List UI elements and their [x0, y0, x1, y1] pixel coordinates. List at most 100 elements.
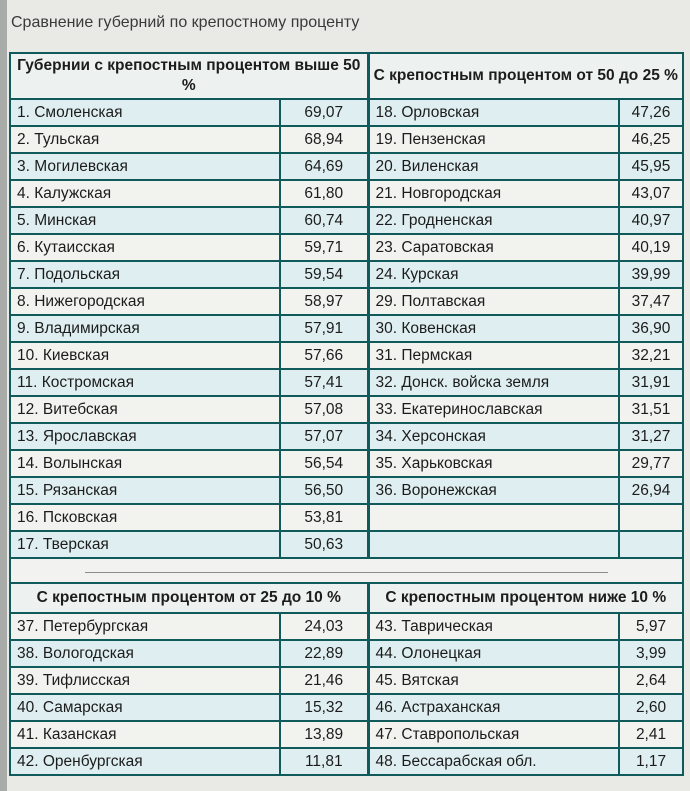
- table-row: 38. Вологодская 22,89 44. Олонецкая 3,99: [9, 639, 685, 668]
- province-name-cell: 17. Тверская: [9, 530, 281, 559]
- percent-value-cell: 53,81: [278, 503, 370, 532]
- percent-value-cell: [618, 503, 685, 532]
- province-name-cell: 8. Нижегородская: [9, 287, 281, 316]
- province-name-cell: 46. Астраханская: [366, 693, 621, 722]
- table-row: 39. Тифлисская 21,46 45. Вятская 2,64: [9, 666, 685, 695]
- table-row: 13. Ярославская 57,07 34. Херсонская 31,27: [9, 422, 685, 451]
- percent-value-cell: 2,60: [618, 693, 685, 722]
- percent-value-cell: 64,69: [278, 152, 370, 181]
- page-title: Сравнение губерний по крепостному процен…: [11, 14, 360, 31]
- province-name-cell: 19. Пензенская: [366, 125, 621, 154]
- province-name-cell: 2. Тульская: [9, 125, 281, 154]
- percent-value-cell: 2,41: [618, 720, 685, 749]
- percent-value-cell: 5,97: [618, 612, 685, 641]
- bottom-section-rows: 37. Петербургская 24,03 43. Таврическая 5,9…: [9, 612, 685, 776]
- province-name-cell: 1. Смоленская: [9, 98, 281, 127]
- province-name-cell: 33. Екатеринославская: [366, 395, 621, 424]
- percent-value-cell: 56,54: [278, 449, 370, 478]
- percent-value-cell: [618, 530, 685, 559]
- province-name-cell: 36. Воронежская: [366, 476, 621, 505]
- province-name-cell: 30. Ковенская: [366, 314, 621, 343]
- province-name-cell: 34. Херсонская: [366, 422, 621, 451]
- percent-value-cell: 68,94: [278, 125, 370, 154]
- table-header-row: Губернии с крепостным процентом выше 50 …: [8, 52, 685, 100]
- table-row: 7. Подольская 59,54 24. Курская 39,99: [9, 260, 685, 289]
- table-row: 11. Костромская 57,41 32. Донск. войска зе…: [9, 368, 685, 397]
- table-subheader-row: С крепостным процентом от 25 до 10 % С к…: [8, 582, 685, 614]
- table-row: 9. Владимирская 57,91 30. Ковенская 36,90: [9, 314, 685, 343]
- percent-value-cell: 59,71: [278, 233, 370, 262]
- percent-value-cell: 56,50: [278, 476, 370, 505]
- table-row: 3. Могилевская 64,69 20. Виленская 45,95: [9, 152, 685, 181]
- table-row: 37. Петербургская 24,03 43. Таврическая 5,9…: [9, 612, 685, 641]
- table-row: 2. Тульская 68,94 19. Пензенская 46,25: [9, 125, 685, 154]
- percent-value-cell: 31,51: [618, 395, 685, 424]
- percent-value-cell: 24,03: [278, 612, 370, 641]
- percent-value-cell: 40,97: [618, 206, 685, 235]
- table-row: 4. Калужская 61,80 21. Новгородская 43,07: [9, 179, 685, 208]
- province-name-cell: 32. Донск. войска земля: [366, 368, 621, 397]
- percent-value-cell: 31,27: [618, 422, 685, 451]
- province-name-cell: 29. Полтавская: [366, 287, 621, 316]
- province-name-cell: 41. Казанская: [9, 720, 281, 749]
- percent-value-cell: 13,89: [278, 720, 370, 749]
- province-name-cell: 9. Владимирская: [9, 314, 281, 343]
- percent-value-cell: 22,89: [278, 639, 370, 668]
- percent-value-cell: 26,94: [618, 476, 685, 505]
- province-name-cell: 12. Витебская: [9, 395, 281, 424]
- percent-value-cell: 36,90: [618, 314, 685, 343]
- province-name-cell: 45. Вятская: [366, 666, 621, 695]
- percent-value-cell: 59,54: [278, 260, 370, 289]
- percent-value-cell: 57,91: [278, 314, 370, 343]
- percent-value-cell: 57,07: [278, 422, 370, 451]
- province-name-cell: 15. Рязанская: [9, 476, 281, 505]
- header-below-10-percent: С крепостным процентом ниже 10 %: [366, 582, 685, 614]
- table-row: 14. Волынская 56,54 35. Харьковская 29,77: [9, 449, 685, 478]
- percent-value-cell: 29,77: [618, 449, 685, 478]
- percent-value-cell: 11,81: [278, 747, 370, 776]
- province-name-cell: 40. Самарская: [9, 693, 281, 722]
- province-name-cell: 23. Саратовская: [366, 233, 621, 262]
- province-name-cell: 48. Бессарабская обл.: [366, 747, 621, 776]
- percent-value-cell: 50,63: [278, 530, 370, 559]
- header-50-to-25-percent: С крепостным процентом от 50 до 25 %: [366, 52, 685, 100]
- percent-value-cell: 69,07: [278, 98, 370, 127]
- table-row: 10. Киевская 57,66 31. Пермская 32,21: [9, 341, 685, 370]
- province-name-cell: 13. Ярославская: [9, 422, 281, 451]
- percent-value-cell: 57,08: [278, 395, 370, 424]
- province-name-cell: 44. Олонецкая: [366, 639, 621, 668]
- top-section-rows: 1. Смоленская 69,07 18. Орловская 47,26 2. Т…: [9, 98, 685, 559]
- percent-value-cell: 2,64: [618, 666, 685, 695]
- table-row: 1. Смоленская 69,07 18. Орловская 47,26: [9, 98, 685, 127]
- province-name-cell: 42. Оренбургская: [9, 747, 281, 776]
- percent-value-cell: 31,91: [618, 368, 685, 397]
- table-row: 12. Витебская 57,08 33. Екатеринославская 3…: [9, 395, 685, 424]
- province-name-cell: 20. Виленская: [366, 152, 621, 181]
- province-name-cell: 10. Киевская: [9, 341, 281, 370]
- table-row: 40. Самарская 15,32 46. Астраханская 2,60: [9, 693, 685, 722]
- table-row: 41. Казанская 13,89 47. Ставропольская 2,41: [9, 720, 685, 749]
- percent-value-cell: 21,46: [278, 666, 370, 695]
- section-divider-row: [8, 557, 685, 584]
- serfdom-comparison-table: Губернии с крепостным процентом выше 50 …: [8, 52, 685, 776]
- province-name-cell: [366, 530, 621, 559]
- percent-value-cell: 45,95: [618, 152, 685, 181]
- province-name-cell: 21. Новгородская: [366, 179, 621, 208]
- province-name-cell: 18. Орловская: [366, 98, 621, 127]
- province-name-cell: 43. Таврическая: [366, 612, 621, 641]
- province-name-cell: 24. Курская: [366, 260, 621, 289]
- percent-value-cell: 61,80: [278, 179, 370, 208]
- percent-value-cell: 3,99: [618, 639, 685, 668]
- header-above-50-percent: Губернии с крепостным процентом выше 50 …: [8, 52, 370, 100]
- percent-value-cell: 57,66: [278, 341, 370, 370]
- percent-value-cell: 60,74: [278, 206, 370, 235]
- percent-value-cell: 43,07: [618, 179, 685, 208]
- percent-value-cell: 1,17: [618, 747, 685, 776]
- table-row: 6. Кутаисская 59,71 23. Саратовская 40,19: [9, 233, 685, 262]
- page-edge-strip: [0, 0, 7, 791]
- table-row: 8. Нижегородская 58,97 29. Полтавская 37,47: [9, 287, 685, 316]
- page-content: Сравнение губерний по крепостному процен…: [8, 0, 690, 776]
- province-name-cell: [366, 503, 621, 532]
- province-name-cell: 38. Вологодская: [9, 639, 281, 668]
- province-name-cell: 7. Подольская: [9, 260, 281, 289]
